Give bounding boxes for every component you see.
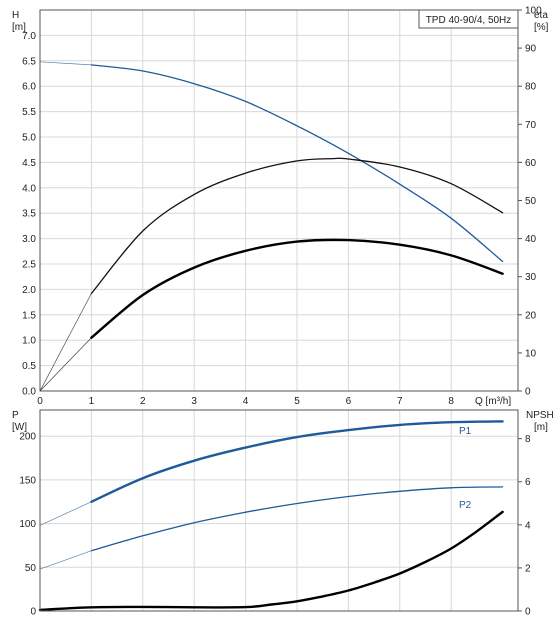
left-y-tick-label: 3.0 bbox=[22, 234, 36, 245]
head-efficiency-series-0-extension bbox=[39, 61, 92, 66]
power-npsh-tick-labels: 0 50 100 150 200 0 2 4 6 8 bbox=[19, 432, 531, 618]
head-efficiency-series-1-extension bbox=[39, 293, 92, 392]
power-axis-unit: [W] bbox=[12, 422, 27, 433]
x-tick-label: 7 bbox=[397, 396, 403, 407]
left-y-tick-label: 50 bbox=[25, 563, 37, 574]
left-y-tick-label: 6.5 bbox=[22, 56, 36, 67]
head-efficiency-grid bbox=[39, 10, 518, 392]
x-tick-label: 4 bbox=[243, 396, 249, 407]
left-y-tick-label: 2.5 bbox=[22, 260, 36, 271]
left-y-tick-label: 3.5 bbox=[22, 209, 36, 220]
left-y-tick-label: 1.5 bbox=[22, 310, 36, 321]
x-tick-label: 0 bbox=[37, 396, 43, 407]
npsh-axis-unit: [m] bbox=[534, 422, 548, 433]
npsh-axis-label: NPSH bbox=[526, 410, 554, 421]
right-y-tick-label: 0 bbox=[525, 607, 531, 618]
right-y-tick-label: 60 bbox=[525, 158, 537, 169]
head-efficiency-curves bbox=[39, 61, 504, 392]
power-npsh-series-0-extension bbox=[39, 501, 92, 526]
right-y-tick-label: 90 bbox=[525, 44, 537, 55]
x-tick-label: 3 bbox=[191, 396, 197, 407]
power-npsh-plot-frame bbox=[39, 409, 519, 612]
left-y-tick-label: 5.0 bbox=[22, 133, 36, 144]
right-y-tick-label: 10 bbox=[525, 348, 537, 359]
x-tick-label: 5 bbox=[294, 396, 300, 407]
head-efficiency-series-0-line bbox=[90, 64, 504, 263]
head-efficiency-series-2-extension bbox=[39, 337, 92, 392]
efficiency-axis-label: eta bbox=[534, 10, 548, 21]
x-tick-label: 6 bbox=[346, 396, 352, 407]
p2-series-label: P2 bbox=[459, 500, 472, 511]
right-y-tick-label: 50 bbox=[525, 196, 537, 207]
right-y-tick-label: 20 bbox=[525, 310, 537, 321]
right-y-tick-label: 100 bbox=[525, 6, 542, 17]
chart-title-box bbox=[418, 9, 519, 29]
right-y-tick-label: 30 bbox=[525, 272, 537, 283]
power-npsh-series-1-line bbox=[90, 486, 504, 552]
right-y-tick-label: 0 bbox=[525, 387, 531, 398]
right-y-tick-label: 2 bbox=[525, 563, 531, 574]
left-y-tick-label: 0.0 bbox=[22, 387, 36, 398]
x-tick-label: 2 bbox=[140, 396, 146, 407]
p1-series-label: P1 bbox=[459, 426, 472, 437]
left-y-tick-label: 4.5 bbox=[22, 158, 36, 169]
power-axis-label: P bbox=[12, 410, 19, 421]
left-y-tick-label: 2.0 bbox=[22, 285, 36, 296]
right-y-tick-label: 80 bbox=[525, 82, 537, 93]
left-y-tick-label: 6.0 bbox=[22, 82, 36, 93]
head-efficiency-series-2-line bbox=[90, 238, 504, 339]
left-y-tick-label: 5.5 bbox=[22, 107, 36, 118]
flow-axis-label: Q [m³/h] bbox=[475, 396, 511, 407]
power-npsh-series-0-line bbox=[90, 420, 504, 503]
left-y-tick-label: 1.0 bbox=[22, 336, 36, 347]
left-y-tick-label: 100 bbox=[19, 519, 36, 530]
left-y-tick-label: 200 bbox=[19, 432, 36, 443]
left-y-tick-label: 0 bbox=[30, 607, 36, 618]
power-npsh-curves bbox=[38, 420, 504, 612]
chart-title: TPD 40-90/4, 50Hz bbox=[426, 15, 512, 26]
x-tick-label: 1 bbox=[89, 396, 95, 407]
left-y-tick-label: 150 bbox=[19, 475, 36, 486]
left-y-tick-label: 4.0 bbox=[22, 183, 36, 194]
right-y-tick-label: 70 bbox=[525, 120, 537, 131]
left-y-tick-label: 0.5 bbox=[22, 361, 36, 372]
right-y-tick-label: 8 bbox=[525, 434, 531, 445]
x-tick-label: 8 bbox=[448, 396, 454, 407]
head-axis-label: H bbox=[12, 10, 19, 21]
power-npsh-series-1-extension bbox=[39, 550, 92, 570]
left-y-tick-label: 7.0 bbox=[22, 31, 36, 42]
efficiency-axis-unit: [%] bbox=[534, 22, 549, 33]
right-y-tick-label: 4 bbox=[525, 520, 531, 531]
head-efficiency-series-1-line bbox=[90, 157, 504, 295]
right-y-tick-label: 40 bbox=[525, 234, 537, 245]
head-axis-unit: [m] bbox=[12, 22, 26, 33]
power-npsh-series-2-line bbox=[38, 510, 504, 612]
right-y-tick-label: 6 bbox=[525, 477, 531, 488]
head-efficiency-tick-labels: 0 1 2 3 4 5 6 7 8 0.0 0.5 1.0 1.5 2.0 2.5 3.0 3.5 4.0 4.5 5… bbox=[22, 6, 542, 408]
